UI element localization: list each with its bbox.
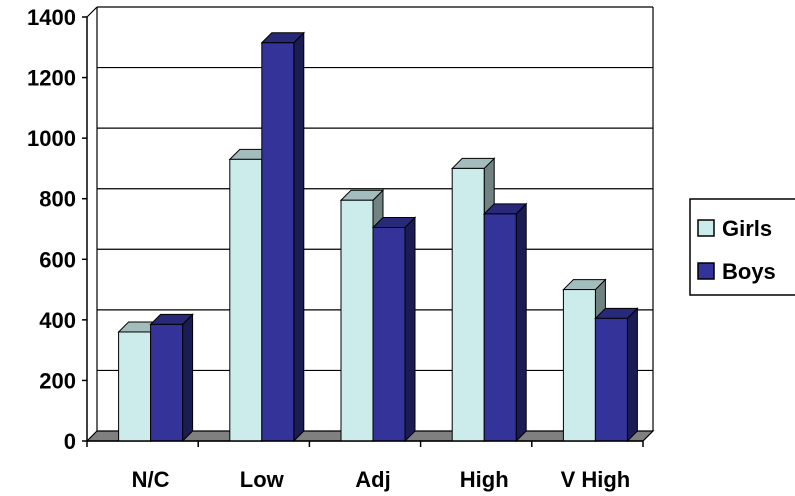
y-tick-label: 1000 [27,126,76,151]
y-tick-label: 1200 [27,66,76,91]
bar-boys-n-c [149,313,194,443]
bar-boys-adj [371,216,417,443]
y-tick-label: 1400 [27,5,76,30]
bar-boys-v-high [594,307,639,443]
y-tick-label: 200 [39,368,76,393]
bars [117,31,639,443]
x-category-label: Adj [355,467,390,492]
x-category-label: High [460,467,509,492]
y-tick-labels: 0 200 400 600 800 1000 1200 1400 [27,5,76,454]
x-category-label: N/C [132,467,170,492]
x-category-labels: N/C Low Adj High V High [132,467,631,492]
y-tick-label: 0 [64,429,76,454]
axes [82,16,644,447]
x-category-label: Low [240,467,285,492]
y-tick-label: 400 [39,308,76,333]
gridlines [86,6,654,431]
legend-swatch-boys [697,262,715,280]
legend-swatch-girls [697,219,715,237]
side-wall-edge [86,6,98,18]
bar-boys-low [260,31,306,443]
x-category-label: V High [561,467,631,492]
y-tick-label: 800 [39,187,76,212]
legend: Girls Boys [689,198,795,296]
legend-label-girls: Girls [722,216,772,241]
y-tick-label: 600 [39,247,76,272]
legend-label-boys: Boys [722,259,776,284]
bar-boys-high [482,202,528,443]
